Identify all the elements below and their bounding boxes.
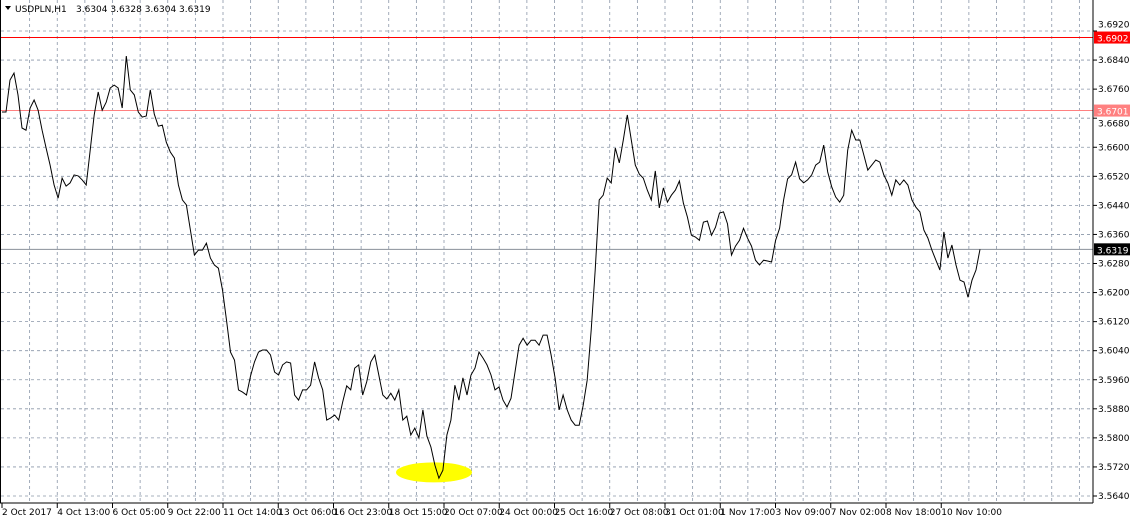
time-tick-label: 6 Oct 05:00	[113, 508, 166, 518]
price-tick-label: 3.6680	[1098, 120, 1130, 130]
price-axis: 3.6920 3.6840 3.6760 3.6680 3.6600 3.6520 3.64…	[1093, 21, 1130, 502]
time-tick-label: 8 Nov 18:00	[886, 508, 941, 518]
time-tick-label: 18 Oct 15:00	[389, 508, 448, 518]
price-tick-label: 3.5720	[1098, 463, 1130, 473]
price-tick-label: 3.5800	[1098, 434, 1130, 444]
highlight-ellipse[interactable]	[396, 462, 472, 483]
time-tick-label: 11 Oct 14:00	[223, 508, 282, 518]
time-tick-label: 3 Nov 09:00	[776, 508, 831, 518]
price-tick-label: 3.6440	[1098, 201, 1130, 211]
price-tick-label: 3.6360	[1098, 230, 1130, 240]
time-tick-label: 7 Nov 02:00	[831, 508, 886, 518]
price-tick-label: 3.6920	[1098, 21, 1130, 31]
time-axis: 2 Oct 2017 4 Oct 13:00 6 Oct 05:00 9 Oct 22…	[1, 503, 1002, 518]
price-tick-label: 3.6120	[1098, 318, 1130, 328]
price-tick-label: 3.6520	[1098, 172, 1130, 182]
horizontal-lines	[1, 37, 1093, 250]
price-tick-label: 3.5880	[1098, 405, 1130, 415]
price-tick-label: 3.6040	[1098, 347, 1130, 357]
price-tick-label: 3.5960	[1098, 376, 1130, 386]
time-tick-label: 31 Oct 01:00	[665, 508, 724, 518]
time-tick-label: 4 Oct 13:00	[57, 508, 110, 518]
time-tick-label: 13 Oct 06:00	[278, 508, 337, 518]
chart-grid	[1, 0, 1093, 503]
price-tick-label: 3.6760	[1098, 85, 1130, 95]
time-tick-label: 9 Oct 22:00	[168, 508, 221, 518]
level-label-bg	[1094, 31, 1130, 44]
time-tick-label: 1 Nov 17:00	[720, 508, 775, 518]
price-tick-label: 3.5640	[1098, 492, 1130, 502]
price-tick-label: 3.6600	[1098, 143, 1130, 153]
price-tick-label: 3.6200	[1098, 289, 1130, 299]
time-tick-label: 16 Oct 23:00	[334, 508, 393, 518]
time-tick-label: 24 Oct 00:00	[499, 508, 558, 518]
price-line	[2, 56, 981, 480]
time-tick-label: 2 Oct 2017	[2, 508, 52, 518]
time-tick-label: 20 Oct 07:00	[444, 508, 503, 518]
time-tick-label: 27 Oct 08:00	[610, 508, 669, 518]
level-label-bg	[1094, 104, 1130, 117]
triangle-down-icon[interactable]	[5, 6, 11, 10]
symbol-label: USDPLN,H1	[15, 5, 67, 15]
time-tick-label: 10 Nov 10:00	[941, 508, 1002, 518]
chart-header: USDPLN,H1 3.6304 3.6328 3.6304 3.6319	[5, 5, 211, 15]
price-tick-label: 3.6280	[1098, 260, 1130, 270]
level-label: 3.6902	[1097, 35, 1129, 45]
level-label: 3.6319	[1097, 246, 1129, 256]
level-label: 3.6701	[1097, 108, 1129, 118]
price-tick-label: 3.6840	[1098, 56, 1130, 66]
ohlc-values: 3.6304 3.6328 3.6304 3.6319	[76, 5, 211, 15]
time-tick-label: 25 Oct 16:00	[555, 508, 614, 518]
level-label-bg	[1094, 243, 1130, 256]
